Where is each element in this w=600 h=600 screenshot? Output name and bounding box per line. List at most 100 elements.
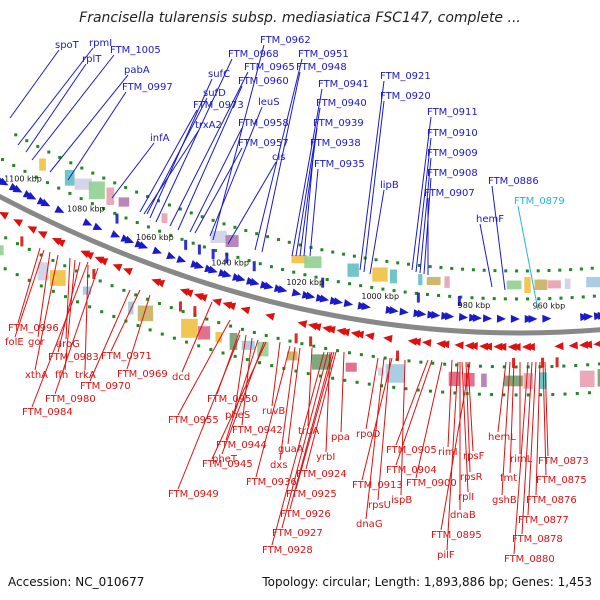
- gene-label[interactable]: pheT: [212, 454, 238, 465]
- tick-dot: [314, 275, 318, 279]
- gene-label[interactable]: dnaG: [356, 519, 383, 530]
- tick-dot: [318, 374, 322, 378]
- gene-label[interactable]: pabA: [124, 65, 150, 76]
- gene-label[interactable]: FTM_0921: [380, 71, 431, 82]
- gene-label[interactable]: rplI: [458, 492, 474, 503]
- gene-label[interactable]: FTM_0910: [427, 128, 478, 139]
- gene-label[interactable]: rpsR: [460, 472, 483, 483]
- tick-dot: [298, 243, 302, 247]
- gene-label[interactable]: FTM_0997: [122, 82, 173, 93]
- gene-label[interactable]: FTM_0983: [48, 352, 99, 363]
- gene-label[interactable]: spoT: [55, 40, 80, 51]
- gene-label[interactable]: pilF: [437, 550, 455, 561]
- gene-label[interactable]: hemL: [488, 432, 516, 443]
- gene-label[interactable]: FTM_0904: [386, 465, 437, 476]
- gene-label[interactable]: yrbI: [316, 452, 335, 463]
- gene-label[interactable]: FTM_0911: [427, 107, 478, 118]
- gene-label[interactable]: FTM_0924: [296, 469, 347, 480]
- gene-label[interactable]: gor: [28, 337, 45, 348]
- gene-label[interactable]: FTM_0875: [536, 475, 587, 486]
- gene-label[interactable]: rplT: [82, 54, 102, 65]
- gene-label[interactable]: FTM_0909: [427, 148, 478, 159]
- gene-label[interactable]: FTM_0940: [316, 98, 367, 109]
- gene-label[interactable]: FTM_0958: [238, 118, 289, 129]
- gene-label[interactable]: dcd: [172, 372, 190, 383]
- gene-label[interactable]: FTM_0880: [504, 554, 555, 565]
- gene-label[interactable]: FTM_0968: [228, 49, 279, 60]
- gene-label[interactable]: FTM_0936: [246, 477, 297, 488]
- gene-label[interactable]: FTM_0941: [318, 79, 369, 90]
- gene-label[interactable]: FTM_0905: [386, 445, 437, 456]
- feature-block: [229, 332, 238, 350]
- gene-label[interactable]: FTM_0955: [168, 415, 219, 426]
- gene-label[interactable]: rimI: [438, 447, 458, 458]
- gene-label[interactable]: lipB: [380, 180, 399, 191]
- gene-label[interactable]: ppa: [331, 432, 350, 443]
- gene-label[interactable]: trxA2: [195, 120, 222, 131]
- gene-label[interactable]: FTM_0920: [380, 91, 431, 102]
- gene-label[interactable]: FTM_0925: [286, 489, 337, 500]
- gene-label[interactable]: sufD: [203, 88, 226, 99]
- gene-label[interactable]: FTM_0945: [202, 459, 253, 470]
- gene-label[interactable]: guaA: [278, 444, 304, 455]
- gene-label[interactable]: FTM_0928: [262, 545, 313, 556]
- gene-label[interactable]: pheS: [225, 410, 250, 421]
- gene-label[interactable]: rpmI: [89, 38, 112, 49]
- gene-label[interactable]: FTM_0944: [216, 440, 267, 451]
- gene-label[interactable]: FTM_0980: [45, 394, 96, 405]
- gene-label[interactable]: FTM_0907: [424, 188, 475, 199]
- gene-label[interactable]: FTM_0970: [80, 381, 131, 392]
- gene-label[interactable]: FTM_0939: [313, 118, 364, 129]
- gene-label[interactable]: FTM_0878: [512, 534, 563, 545]
- gene-label[interactable]: FTM_0879: [514, 196, 565, 207]
- gene-label[interactable]: ruvB: [262, 406, 285, 417]
- gene-label[interactable]: hemF: [476, 214, 504, 225]
- gene-label[interactable]: FTM_0996: [8, 323, 59, 334]
- gene-label[interactable]: FTM_0951: [298, 49, 349, 60]
- gene-label[interactable]: infA: [150, 133, 170, 144]
- gene-label[interactable]: dxs: [270, 460, 287, 471]
- gene-label[interactable]: FTM_0895: [431, 530, 482, 541]
- gene-label[interactable]: FTM_0973: [193, 100, 244, 111]
- gene-label[interactable]: FTM_0948: [296, 62, 347, 73]
- gene-label[interactable]: fmt: [500, 473, 517, 484]
- gene-label[interactable]: FTM_0962: [260, 35, 311, 46]
- gene-label[interactable]: FTM_0935: [314, 159, 365, 170]
- gene-label[interactable]: FTM_0876: [526, 495, 577, 506]
- gene-label[interactable]: FTM_0965: [244, 62, 295, 73]
- gene-label[interactable]: gshB: [492, 495, 517, 506]
- gene-label[interactable]: FTM_0873: [538, 456, 589, 467]
- gene-label[interactable]: FTM_0877: [518, 515, 569, 526]
- gene-label[interactable]: FTM_0908: [427, 168, 478, 179]
- gene-label[interactable]: rpsF: [463, 451, 485, 462]
- gene-label[interactable]: FTM_0913: [352, 480, 403, 491]
- gene-label[interactable]: dnaB: [450, 510, 476, 521]
- gene-label[interactable]: xthA: [25, 370, 48, 381]
- gene-label[interactable]: FTM_1005: [110, 45, 161, 56]
- gene-label[interactable]: FTM_0942: [232, 425, 283, 436]
- gene-label[interactable]: FTM_0926: [280, 509, 331, 520]
- gene-label[interactable]: FTM_0957: [238, 138, 289, 149]
- gene-label[interactable]: FTM_0969: [117, 369, 168, 380]
- gene-label[interactable]: FTM_0950: [207, 394, 258, 405]
- gene-label[interactable]: FTM_0927: [272, 528, 323, 539]
- gene-label[interactable]: FTM_0886: [488, 176, 539, 187]
- gene-label[interactable]: cls: [272, 152, 286, 163]
- gene-label[interactable]: FTM_0949: [168, 489, 219, 500]
- gene-label[interactable]: FTM_0971: [101, 351, 152, 362]
- gene-label[interactable]: trkA: [75, 370, 96, 381]
- gene-label[interactable]: ispB: [391, 495, 412, 506]
- gene-label[interactable]: FTM_0938: [310, 138, 361, 149]
- gene-label[interactable]: FTM_0900: [406, 478, 457, 489]
- gene-label[interactable]: leuS: [258, 97, 280, 108]
- gene-label[interactable]: FTM_0960: [238, 76, 289, 87]
- gene-label[interactable]: truA: [298, 426, 319, 437]
- label-leader-line: [57, 261, 81, 353]
- gene-label[interactable]: folE: [5, 337, 24, 348]
- gene-label[interactable]: aroG: [56, 339, 80, 350]
- gene-label[interactable]: sufC: [208, 69, 230, 80]
- gene-label[interactable]: FTM_0984: [22, 407, 73, 418]
- gene-label[interactable]: rpoD: [356, 429, 381, 440]
- tick-dot: [380, 384, 384, 388]
- gene-label[interactable]: rpsU: [368, 500, 391, 511]
